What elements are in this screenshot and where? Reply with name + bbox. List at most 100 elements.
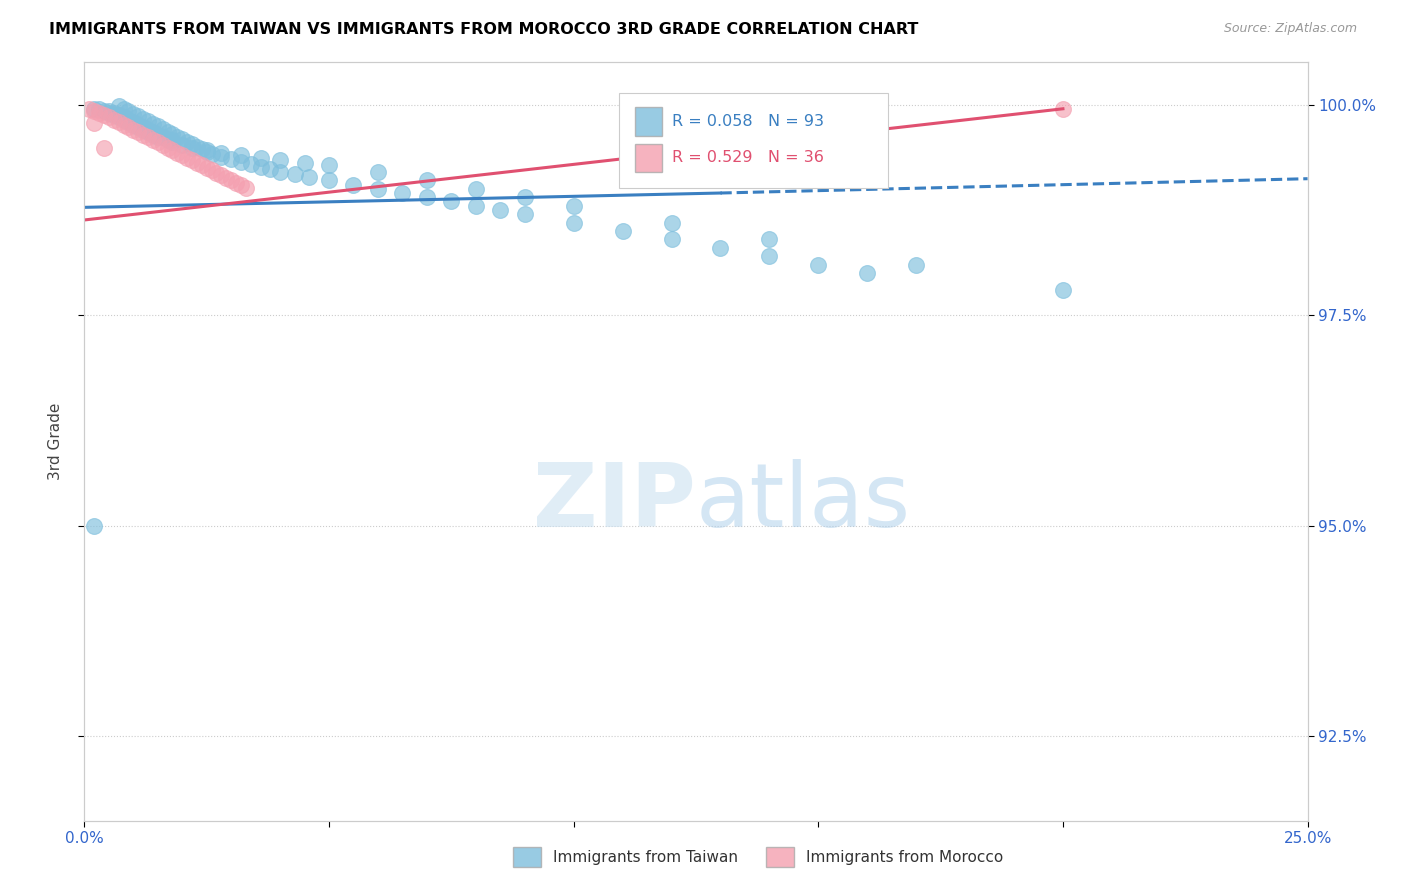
Point	[440, 194, 463, 209]
Point	[117, 120, 139, 135]
Point	[1052, 102, 1074, 116]
Point	[176, 135, 198, 149]
Point	[209, 150, 232, 164]
Point	[146, 120, 169, 134]
Point	[83, 102, 105, 116]
Point	[97, 106, 120, 120]
Point	[391, 186, 413, 200]
Point	[269, 165, 291, 179]
Point	[219, 173, 242, 187]
Point	[127, 120, 149, 135]
Point	[416, 190, 439, 204]
Point	[136, 130, 159, 145]
Text: Source: ZipAtlas.com: Source: ZipAtlas.com	[1223, 22, 1357, 36]
Point	[103, 106, 125, 120]
Point	[758, 232, 780, 246]
Point	[229, 148, 252, 162]
Point	[87, 106, 110, 120]
Point	[259, 162, 281, 177]
Point	[239, 157, 262, 171]
Point	[152, 130, 174, 145]
Point	[181, 137, 204, 152]
Point	[136, 125, 159, 139]
Point	[249, 160, 271, 174]
Text: Immigrants from Taiwan: Immigrants from Taiwan	[553, 850, 738, 864]
Point	[112, 118, 135, 132]
Text: IMMIGRANTS FROM TAIWAN VS IMMIGRANTS FROM MOROCCO 3RD GRADE CORRELATION CHART: IMMIGRANTS FROM TAIWAN VS IMMIGRANTS FRO…	[49, 22, 918, 37]
Point	[172, 138, 194, 153]
Point	[93, 104, 115, 119]
Point	[856, 266, 879, 280]
Point	[215, 170, 238, 185]
Point	[93, 108, 115, 122]
Point	[181, 140, 204, 154]
Point	[229, 178, 252, 193]
Point	[103, 112, 125, 127]
Point	[195, 161, 218, 175]
Point	[83, 104, 105, 119]
Point	[269, 153, 291, 168]
Point	[132, 112, 155, 126]
Point	[117, 104, 139, 119]
Bar	[636, 144, 662, 172]
Point	[191, 158, 214, 172]
Point	[97, 110, 120, 124]
Point	[612, 224, 634, 238]
Point	[146, 130, 169, 145]
Point	[142, 128, 165, 142]
Point	[136, 123, 159, 137]
Point	[122, 107, 145, 121]
Point	[367, 182, 389, 196]
Point	[249, 151, 271, 165]
Point	[112, 112, 135, 127]
Point	[513, 190, 536, 204]
Point	[107, 99, 129, 113]
Point	[342, 178, 364, 192]
Point	[235, 181, 257, 195]
Text: ZIP: ZIP	[533, 458, 696, 546]
Point	[122, 123, 145, 137]
Point	[97, 104, 120, 119]
Point	[156, 124, 179, 138]
Point	[661, 232, 683, 246]
Point	[122, 118, 145, 132]
Point	[107, 108, 129, 122]
Point	[562, 199, 585, 213]
Point	[122, 115, 145, 129]
Point	[200, 163, 222, 178]
Text: R = 0.058   N = 93: R = 0.058 N = 93	[672, 114, 824, 129]
Point	[176, 151, 198, 165]
Point	[142, 117, 165, 131]
Point	[758, 249, 780, 263]
Point	[205, 166, 228, 180]
Point	[142, 133, 165, 147]
Point	[186, 139, 208, 153]
Text: atlas: atlas	[696, 458, 911, 546]
Point	[162, 136, 184, 150]
Point	[661, 215, 683, 229]
Y-axis label: 3rd Grade: 3rd Grade	[48, 403, 63, 480]
Point	[1052, 283, 1074, 297]
Point	[156, 133, 179, 147]
Point	[83, 518, 105, 533]
Point	[318, 173, 340, 187]
Point	[166, 145, 188, 160]
Point	[464, 182, 486, 196]
Point	[225, 176, 247, 190]
Point	[112, 110, 135, 124]
Point	[209, 145, 232, 160]
Point	[195, 143, 218, 157]
Point	[83, 116, 105, 130]
Point	[162, 133, 184, 147]
Point	[166, 129, 188, 144]
Point	[132, 120, 155, 135]
Point	[562, 215, 585, 229]
Point	[112, 102, 135, 116]
Point	[162, 143, 184, 157]
Point	[132, 128, 155, 142]
Point	[156, 140, 179, 154]
Point	[172, 148, 194, 162]
Point	[127, 109, 149, 123]
Point	[200, 147, 222, 161]
Point	[416, 173, 439, 187]
